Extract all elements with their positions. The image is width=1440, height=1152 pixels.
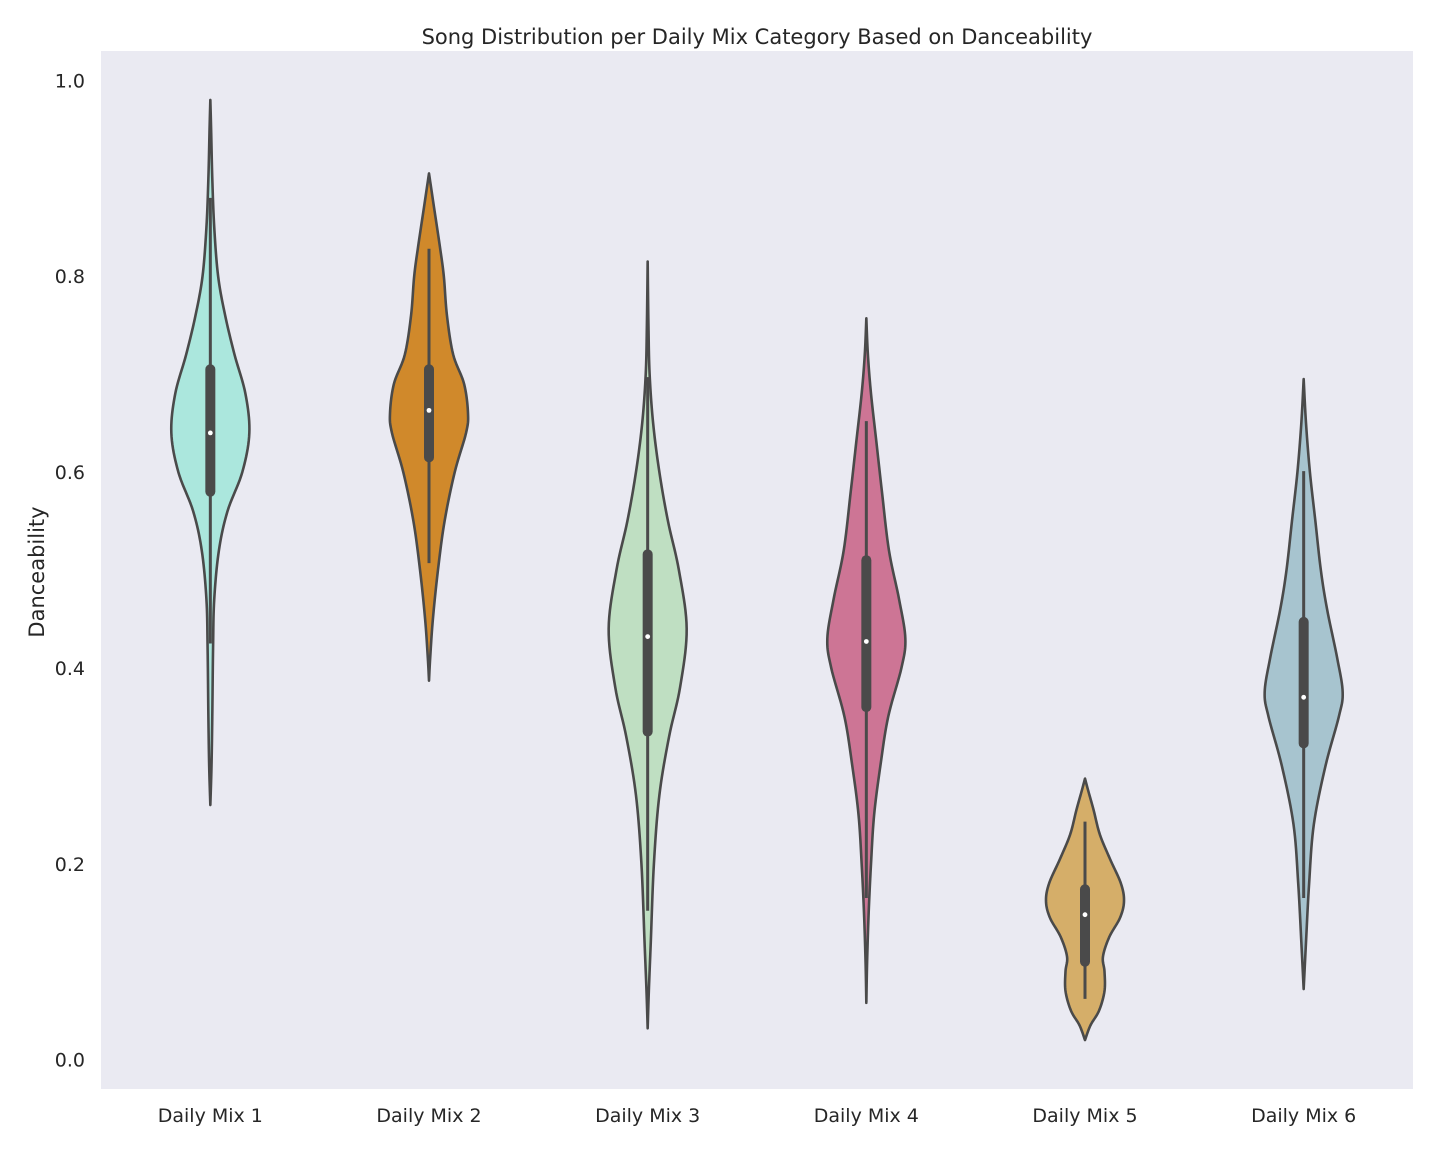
x-tick-label-daily-mix-4: Daily Mix 4 (814, 1105, 919, 1127)
y-axis-ticks: 0.0 0.2 0.4 0.6 0.8 1.0 (55, 70, 85, 1071)
y-tick-label: 1.0 (55, 70, 85, 92)
violin-daily-mix-1-median-dot (207, 430, 213, 436)
x-tick-label-daily-mix-3: Daily Mix 3 (595, 1105, 700, 1127)
x-tick-label-daily-mix-6: Daily Mix 6 (1251, 1105, 1356, 1127)
violin-daily-mix-1 (169, 98, 251, 807)
violin-daily-mix-2-median-dot (426, 407, 432, 413)
violin-daily-mix-4 (825, 317, 907, 1005)
y-tick-label: 0.6 (55, 462, 85, 484)
x-tick-label-daily-mix-5: Daily Mix 5 (1032, 1105, 1137, 1127)
violin-daily-mix-3 (607, 260, 688, 1030)
plot-area (101, 51, 1413, 1089)
violins (169, 98, 1344, 1042)
y-tick-label: 0.2 (55, 854, 85, 876)
x-tick-label-daily-mix-2: Daily Mix 2 (376, 1105, 481, 1127)
violin-daily-mix-2 (388, 172, 470, 682)
y-tick-label: 0.8 (55, 266, 85, 288)
y-tick-label: 0.0 (55, 1050, 85, 1072)
violin-daily-mix-5 (1044, 777, 1126, 1042)
x-axis-ticks: Daily Mix 1 Daily Mix 2 Daily Mix 3 Daily M… (158, 1105, 1357, 1127)
y-axis-label: Danceability (25, 506, 49, 637)
violin-daily-mix-4-median-dot (863, 639, 869, 644)
x-tick-label-daily-mix-1: Daily Mix 1 (158, 1105, 263, 1127)
chart-title: Song Distribution per Daily Mix Category… (422, 25, 1093, 49)
y-tick-label: 0.4 (55, 658, 85, 680)
violin-daily-mix-3-median-dot (645, 634, 651, 639)
violin-daily-mix-5-median-dot (1082, 912, 1088, 918)
violin-daily-mix-6 (1263, 377, 1344, 991)
violin-daily-mix-6-median-dot (1301, 694, 1307, 700)
